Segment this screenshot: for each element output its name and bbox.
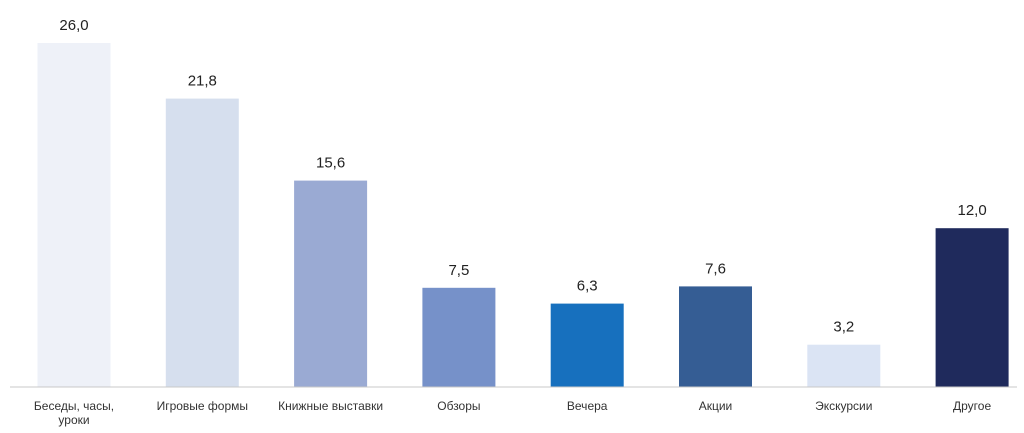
value-label-8: 12,0 bbox=[957, 202, 986, 219]
category-label-line: Акции bbox=[699, 399, 733, 413]
category-label-line: Экскурсии bbox=[815, 399, 872, 413]
category-label-1: Беседы, часы, уроки bbox=[34, 399, 114, 427]
bar-7 bbox=[807, 344, 881, 387]
bars-layer bbox=[37, 43, 1009, 387]
category-label-6: Акции bbox=[699, 399, 733, 413]
value-labels-layer: 26,0 21,8 15,6 7,5 6,3 7,6 3,2 12,0 bbox=[59, 17, 986, 336]
value-label-1: 26,0 bbox=[59, 17, 88, 34]
category-label-line: Обзоры bbox=[437, 399, 480, 413]
category-label-line: Игровые формы bbox=[157, 399, 248, 413]
category-label-7: Экскурсии bbox=[815, 399, 872, 413]
value-label-4: 7,5 bbox=[448, 262, 469, 279]
category-label-3: Книжные выставки bbox=[278, 399, 383, 413]
bar-4 bbox=[422, 287, 496, 387]
bar-2 bbox=[165, 98, 239, 387]
category-labels-layer: Беседы, часы, уроки Игровые формы Книжные в… bbox=[34, 399, 992, 427]
bar-5 bbox=[550, 303, 624, 387]
category-label-4: Обзоры bbox=[437, 399, 480, 413]
category-label-2: Игровые формы bbox=[157, 399, 248, 413]
value-label-3: 15,6 bbox=[316, 155, 345, 172]
value-label-2: 21,8 bbox=[188, 73, 217, 90]
bar-8 bbox=[935, 228, 1009, 387]
value-label-5: 6,3 bbox=[577, 278, 598, 295]
category-label-line: Другое bbox=[953, 399, 991, 413]
value-label-7: 3,2 bbox=[833, 319, 854, 336]
bar-3 bbox=[294, 180, 368, 387]
category-label-8: Другое bbox=[953, 399, 991, 413]
bar-1 bbox=[37, 43, 111, 387]
category-label-line: Книжные выставки bbox=[278, 399, 383, 413]
category-label-line: Беседы, часы, bbox=[34, 399, 114, 413]
category-label-line: Вечера bbox=[567, 399, 608, 413]
value-label-6: 7,6 bbox=[705, 260, 726, 277]
bar-6 bbox=[679, 286, 752, 387]
category-label-line: уроки bbox=[58, 413, 89, 427]
category-label-5: Вечера bbox=[567, 399, 608, 413]
